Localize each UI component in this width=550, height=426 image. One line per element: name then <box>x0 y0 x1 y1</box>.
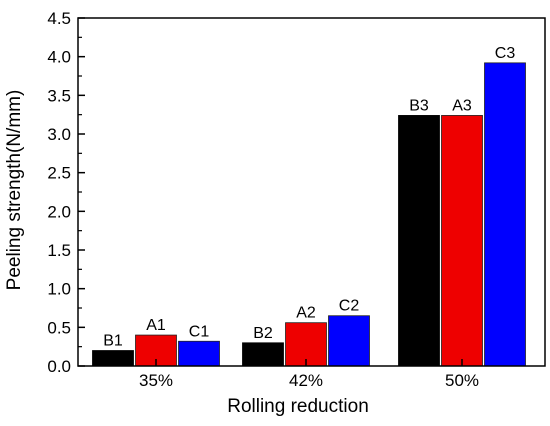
x-tick-label: 42% <box>289 371 323 390</box>
bar-b1 <box>92 350 134 367</box>
y-axis-title: Peeling strength(N/mm) <box>4 90 25 291</box>
bar-labels-layer: B1 B2 B3 A1 A2 A3 C1 C2 C3 <box>103 45 515 350</box>
bar-c3 <box>484 62 526 367</box>
y-tick-label: 4.5 <box>47 9 71 28</box>
bar-label-c2: C2 <box>339 298 360 315</box>
y-tick-label: 1.0 <box>47 280 71 299</box>
bar-label-a3: A3 <box>452 97 472 114</box>
y-tick-label: 0.0 <box>47 357 71 376</box>
bar-b2 <box>242 342 284 367</box>
bar-c1 <box>178 340 220 367</box>
bar-label-b1: B1 <box>103 333 123 350</box>
bar-c2 <box>328 315 370 367</box>
bars-layer <box>92 62 526 367</box>
y-tick-label: 2.0 <box>47 202 71 221</box>
y-tick-label: 3.0 <box>47 125 71 144</box>
y-tick-label: 4.0 <box>47 48 71 67</box>
bar-label-b3: B3 <box>409 97 429 114</box>
y-tick-label: 2.5 <box>47 164 71 183</box>
x-axis-title: Rolling reduction <box>227 396 369 417</box>
bar-a3 <box>441 115 483 367</box>
x-tick-label: 50% <box>445 371 479 390</box>
bar-label-a1: A1 <box>146 317 166 334</box>
bar-label-a2: A2 <box>296 305 316 322</box>
y-tick-label: 3.5 <box>47 86 71 105</box>
y-tick-label: 0.5 <box>47 318 71 337</box>
bar-b3 <box>398 115 440 367</box>
y-tick-label: 1.5 <box>47 241 71 260</box>
bar-label-c3: C3 <box>495 45 516 62</box>
x-tick-label: 35% <box>139 371 173 390</box>
bar-label-c1: C1 <box>189 323 210 340</box>
axes-layer: 0.0 0.5 1.0 1.5 2.0 2.5 3.0 3.5 4.0 4.5 35% 42% 50% <box>47 9 546 390</box>
bar-label-b2: B2 <box>253 325 273 342</box>
